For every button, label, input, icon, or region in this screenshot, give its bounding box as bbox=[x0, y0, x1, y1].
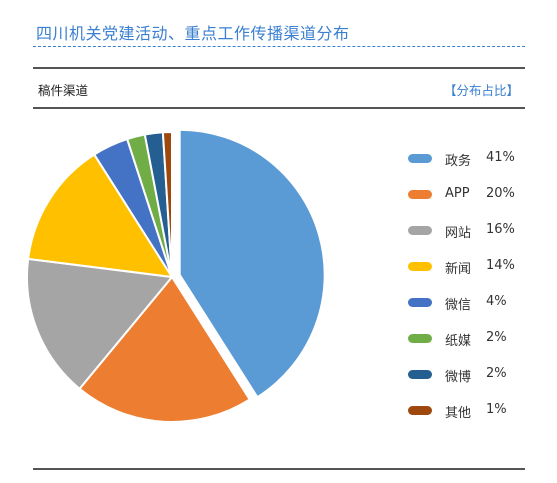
legend-label: 微博 bbox=[445, 370, 472, 385]
legend-item: 微博 2% bbox=[408, 366, 528, 402]
legend-item: 政务 41% bbox=[408, 150, 528, 186]
legend-label: 纸媒 bbox=[445, 334, 472, 349]
header-rule-bottom bbox=[33, 107, 525, 109]
page-title: 四川机关党建活动、重点工作传播渠道分布 bbox=[36, 24, 350, 43]
legend-label: 政务 bbox=[445, 154, 472, 169]
legend-swatch bbox=[408, 190, 432, 199]
legend-label: 微信 bbox=[445, 298, 472, 313]
title-divider bbox=[33, 46, 525, 47]
section-tag: 【分布占比】 bbox=[443, 83, 519, 98]
legend-value: 1% bbox=[486, 402, 507, 417]
legend-swatch bbox=[408, 334, 432, 343]
pie-slice-8 bbox=[161, 130, 173, 278]
chart-legend: 政务 41% APP 20% 网站 16% 新闻 14% 微信 4% 纸媒 2% 微博 2% 其他 1% bbox=[408, 150, 528, 438]
legend-value: 41% bbox=[486, 150, 515, 165]
pie-slice-4 bbox=[27, 153, 174, 279]
legend-value: 2% bbox=[486, 330, 507, 345]
legend-swatch bbox=[408, 226, 432, 235]
legend-label: APP bbox=[445, 186, 470, 201]
legend-swatch bbox=[408, 298, 432, 307]
legend-label: 新闻 bbox=[445, 262, 472, 277]
legend-item: 微信 4% bbox=[408, 294, 528, 330]
legend-item: APP 20% bbox=[408, 186, 528, 222]
legend-swatch bbox=[408, 370, 432, 379]
legend-item: 其他 1% bbox=[408, 402, 528, 438]
legend-value: 16% bbox=[486, 222, 515, 237]
legend-item: 新闻 14% bbox=[408, 258, 528, 294]
legend-label: 网站 bbox=[445, 226, 472, 241]
header-rule-top bbox=[33, 67, 525, 69]
pie-slice-1 bbox=[178, 128, 326, 399]
legend-value: 4% bbox=[486, 294, 507, 309]
legend-swatch bbox=[408, 262, 432, 271]
legend-label: 其他 bbox=[445, 406, 472, 421]
legend-value: 14% bbox=[486, 258, 515, 273]
pie-slice-3 bbox=[26, 257, 174, 391]
footer-rule bbox=[33, 468, 525, 470]
legend-value: 20% bbox=[486, 186, 515, 201]
legend-item: 网站 16% bbox=[408, 222, 528, 258]
legend-value: 2% bbox=[486, 366, 507, 381]
legend-swatch bbox=[408, 406, 432, 415]
legend-swatch bbox=[408, 154, 432, 163]
pie-slice-2 bbox=[78, 275, 252, 423]
legend-item: 纸媒 2% bbox=[408, 330, 528, 366]
section-subtitle: 稿件渠道 bbox=[38, 83, 89, 98]
